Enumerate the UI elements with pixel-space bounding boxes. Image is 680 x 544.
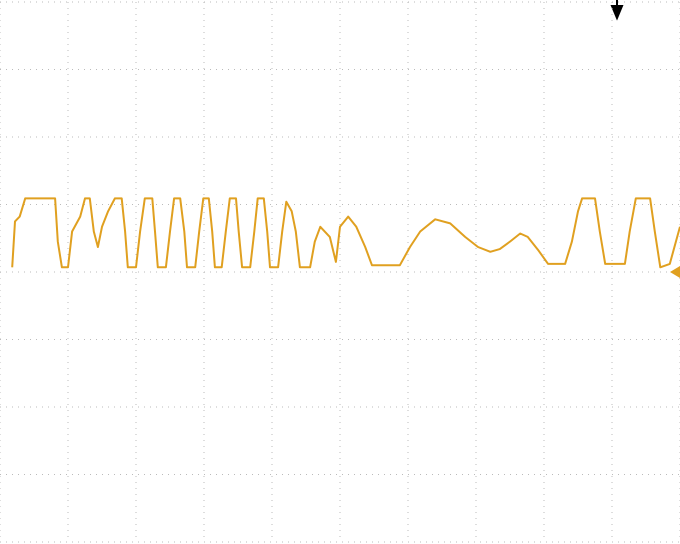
scope-screen	[0, 0, 680, 544]
